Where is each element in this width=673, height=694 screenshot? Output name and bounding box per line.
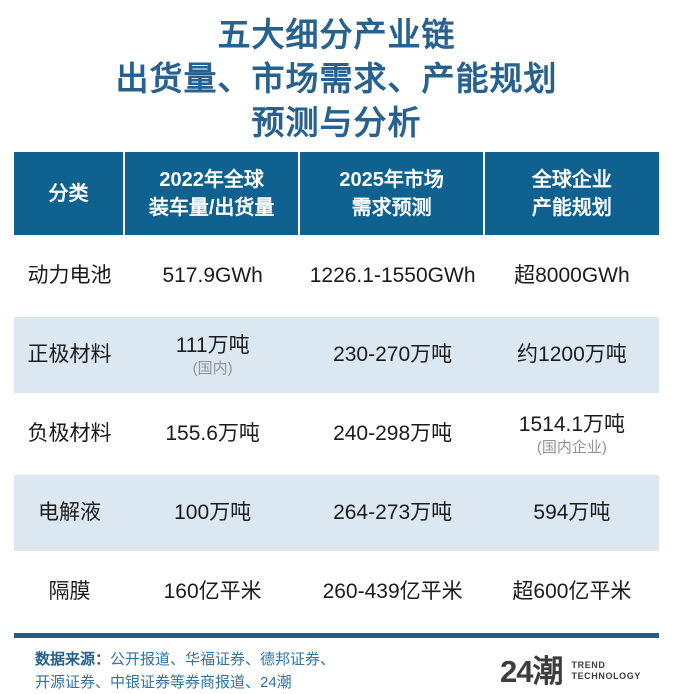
row-demand: 230-270万吨 xyxy=(333,343,453,366)
header-category: 分类 xyxy=(14,152,125,235)
table-row-cathode-material: 正极材料 111万吨 (国内) 230-270万吨 约1200万吨 xyxy=(14,317,659,393)
forecast-table: 分类 2022年全球 装车量/出货量 2025年市场 需求预测 全球企业 产能规… xyxy=(14,152,659,630)
table-row-anode-material: 负极材料 155.6万吨 240-298万吨 1514.1万吨 (国内企业) xyxy=(14,396,659,472)
row-category: 负极材料 xyxy=(27,422,112,445)
title-line-3: 预测与分析 xyxy=(251,104,422,141)
row-capacity: 约1200万吨 xyxy=(517,343,627,366)
row-category: 动力电池 xyxy=(27,264,112,287)
row-capacity: 594万吨 xyxy=(533,501,611,524)
row-capacity: 超8000GWh xyxy=(514,264,630,287)
row-demand: 240-298万吨 xyxy=(333,422,453,445)
row-demand: 264-273万吨 xyxy=(333,501,453,524)
table-header-row: 分类 2022年全球 装车量/出货量 2025年市场 需求预测 全球企业 产能规… xyxy=(14,152,659,235)
row-shipment: 517.9GWh xyxy=(162,264,263,287)
row-shipment: 160亿平米 xyxy=(163,580,262,603)
row-shipment: 100万吨 xyxy=(174,501,252,524)
row-category: 隔膜 xyxy=(48,580,91,603)
row-capacity: 超600亿平米 xyxy=(512,580,632,603)
brand-logo: 24潮 TREND TECHNOLOGY xyxy=(500,656,641,687)
data-source-line-1: 数据来源：公开报道、华福证券、德邦证券、 xyxy=(35,651,336,668)
header-2025-demand: 2025年市场 需求预测 xyxy=(300,152,485,235)
data-source-label: 数据来源： xyxy=(35,651,111,668)
table-row-separator-film: 隔膜 160亿平米 260-439亿平米 超600亿平米 xyxy=(14,554,659,630)
title-line-2: 出货量、市场需求、产能规划 xyxy=(115,60,558,97)
table-row-electrolyte: 电解液 100万吨 264-273万吨 594万吨 xyxy=(14,475,659,551)
row-demand: 260-439亿平米 xyxy=(322,580,463,603)
row-category: 正极材料 xyxy=(27,343,112,366)
title-line-1: 五大细分产业链 xyxy=(217,16,456,53)
row-shipment: 155.6万吨 xyxy=(165,422,260,445)
footer-divider xyxy=(14,633,659,638)
row-category: 电解液 xyxy=(37,501,101,524)
logo-24chao-wordmark: 24潮 xyxy=(500,653,563,689)
header-capacity-plan: 全球企业 产能规划 xyxy=(531,168,612,219)
page-title: 五大细分产业链 出货量、市场需求、产能规划 预测与分析 xyxy=(0,0,673,145)
footer: 数据来源：公开报道、华福证券、德邦证券、 开源证券、中银证券等券商报道、24潮 … xyxy=(14,648,659,694)
header-2022-shipment: 2022年全球 装车量/出货量 xyxy=(125,152,301,235)
row-capacity: 1514.1万吨 xyxy=(518,412,626,436)
data-source: 数据来源：公开报道、华福证券、德邦证券、 开源证券、中银证券等券商报道、24潮 xyxy=(35,648,335,694)
row-capacity-note: (国内企业) xyxy=(536,438,607,456)
logo-tagline: TREND TECHNOLOGY xyxy=(571,660,641,681)
row-shipment-note: (国内) xyxy=(192,359,233,377)
table-row-power-battery: 动力电池 517.9GWh 1226.1-1550GWh 超8000GWh xyxy=(14,238,659,314)
row-demand: 1226.1-1550GWh xyxy=(309,264,476,287)
row-shipment: 111万吨 xyxy=(175,333,250,357)
